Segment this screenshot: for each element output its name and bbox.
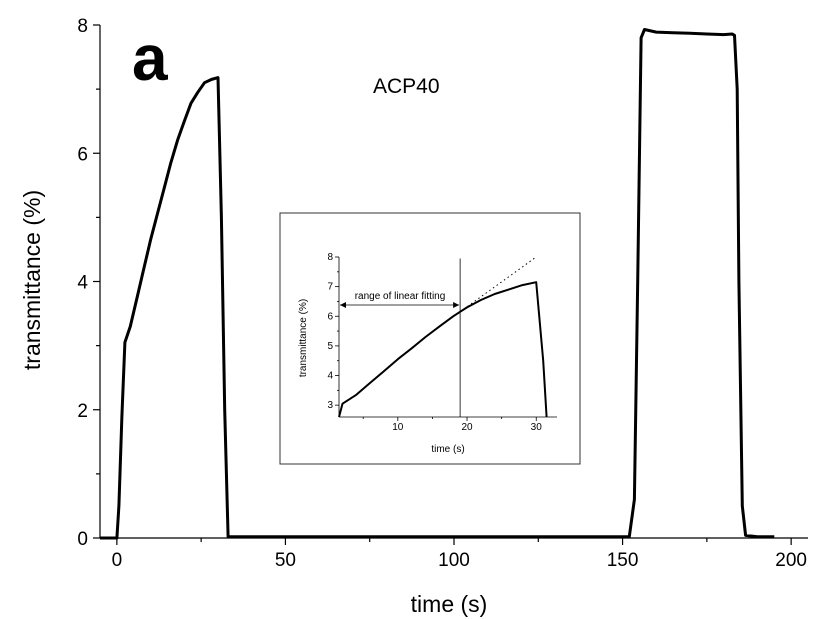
- main-chart: 0 50 100 150 200 0 2 4 6 8 time (s) transmittance…: [19, 16, 808, 617]
- inset-y-tick-label: 6: [327, 311, 333, 322]
- main-plot-area: [100, 28, 775, 540]
- inset-x-axis-label: time (s): [431, 444, 464, 455]
- main-ticks: 0 50 100 150 200 0 2 4 6 8: [77, 16, 807, 571]
- inset-y-tick-label: 8: [327, 252, 333, 263]
- main-y-axis-label: transmittance (%): [19, 190, 45, 370]
- sample-annotation: ACP40: [373, 75, 440, 98]
- main-x-axis-label: time (s): [411, 591, 488, 617]
- main-x-tick-label: 100: [438, 550, 470, 571]
- inset-frame: [279, 212, 581, 465]
- main-y-tick-label: 8: [77, 16, 88, 37]
- inset-y-tick-label: 7: [327, 282, 333, 293]
- main-series-line-0: [100, 28, 775, 540]
- inset-y-axis-label: transmittance (%): [298, 299, 309, 377]
- main-x-tick-label: 0: [112, 550, 123, 571]
- main-y-tick-label: 6: [77, 144, 88, 165]
- main-x-tick-label: 150: [607, 550, 639, 571]
- inset-x-tick-label: 30: [531, 422, 543, 433]
- fit-range-label: range of linear fitting: [355, 291, 446, 302]
- inset-y-tick-label: 3: [327, 400, 333, 411]
- fit-range-arrowhead-right: [453, 302, 460, 308]
- main-y-tick-label: 2: [77, 401, 88, 422]
- main-y-tick-label: 4: [77, 273, 88, 294]
- inset-x-tick-label: 10: [392, 422, 404, 433]
- panel-label: a: [132, 22, 168, 94]
- inset-y-tick-label: 4: [327, 371, 333, 382]
- main-x-tick-label: 50: [275, 550, 296, 571]
- inset-y-tick-label: 5: [327, 341, 333, 352]
- main-x-tick-label: 200: [775, 550, 807, 571]
- fit-range-arrowhead-left: [340, 302, 346, 308]
- inset-x-tick-label: 20: [461, 422, 473, 433]
- inset-series-line-measured: [338, 281, 548, 418]
- main-y-tick-label: 0: [77, 529, 88, 550]
- inset-plot-area: [338, 256, 548, 418]
- inset-ticks: 10 20 30 3 4 5 6 7 8: [327, 252, 542, 433]
